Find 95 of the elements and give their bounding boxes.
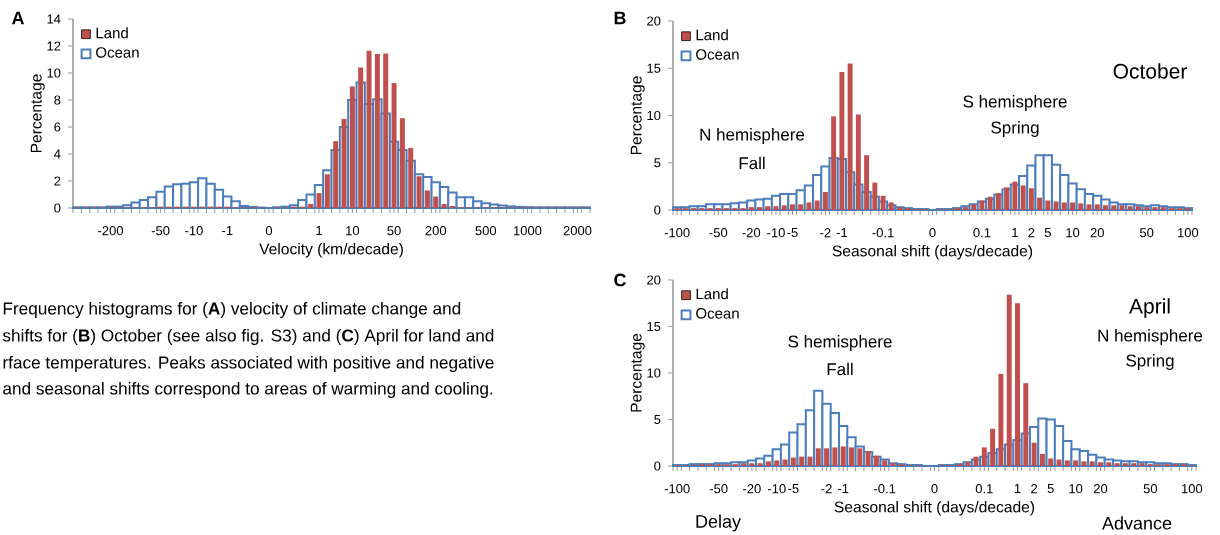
y-tick-label: 4 bbox=[54, 149, 61, 159]
text: Delay bbox=[696, 514, 741, 532]
chart-title: B bbox=[614, 11, 626, 25]
annotation: Spring bbox=[1126, 354, 1174, 370]
y-tick-label: 0 bbox=[54, 203, 61, 213]
y-tick-label: 0 bbox=[654, 461, 661, 471]
y-axis-title: Percentage bbox=[30, 74, 45, 153]
x-tick-label: 2 bbox=[1028, 228, 1035, 238]
text: rface temperatures. Peaks associated with positive and negative bbox=[3, 355, 494, 373]
x-tick-label: 0.1 bbox=[975, 484, 993, 494]
y-tick-label: 5 bbox=[654, 158, 661, 168]
x-tick-label: -0.1 bbox=[872, 228, 894, 238]
x-tick-label: -10 bbox=[767, 484, 786, 494]
y-tick-label: 8 bbox=[54, 95, 61, 105]
x-tick-label: -100 bbox=[664, 228, 690, 238]
x-tick-label: 1 bbox=[1012, 228, 1018, 237]
x-axis-title: Seasonal shift (days/decade) bbox=[834, 501, 1035, 516]
x-tick-label: -5 bbox=[788, 484, 799, 494]
x-tick-label: -20 bbox=[742, 228, 761, 238]
x-tick-label: -0.1 bbox=[874, 484, 896, 494]
legend-label: Land bbox=[96, 27, 128, 39]
x-tick-label: 200 bbox=[425, 226, 447, 236]
y-tick-label: 15 bbox=[647, 63, 661, 73]
annotation: Spring bbox=[991, 121, 1039, 137]
y-axis-title: Percentage bbox=[630, 76, 645, 155]
x-tick-label: 5 bbox=[1044, 228, 1051, 238]
x-tick-label: -2 bbox=[820, 228, 831, 238]
y-tick-label: 20 bbox=[647, 16, 661, 26]
y-tick-label: 0 bbox=[654, 205, 661, 215]
y-tick-label: 2 bbox=[54, 176, 61, 186]
x-tick-label: 0 bbox=[265, 226, 273, 236]
x-tick-label: 100 bbox=[1178, 228, 1199, 238]
x-tick-label: -200 bbox=[98, 226, 124, 236]
annotation: S hemisphere bbox=[963, 95, 1067, 111]
y-tick-label: 5 bbox=[654, 414, 661, 425]
y-tick-label: 6 bbox=[54, 122, 61, 132]
x-tick-label: 500 bbox=[475, 226, 497, 236]
x-tick-label: 2 bbox=[1031, 484, 1038, 494]
y-axis-title: Percentage bbox=[630, 333, 645, 412]
y-tick-label: 10 bbox=[47, 68, 61, 78]
x-tick-label: 100 bbox=[1182, 484, 1203, 494]
y-tick-label: 15 bbox=[647, 321, 661, 332]
chart-title: C bbox=[614, 273, 627, 287]
x-tick-label: 5 bbox=[1047, 484, 1054, 494]
x-tick-label: 20 bbox=[1093, 484, 1108, 494]
x-tick-label: 0 bbox=[929, 228, 936, 238]
x-tick-label: 50 bbox=[1139, 228, 1154, 238]
x-tick-label: 2000 bbox=[563, 226, 592, 236]
annotation: October bbox=[1113, 63, 1187, 79]
x-tick-label: -5 bbox=[787, 228, 798, 238]
x-tick-label: -100 bbox=[664, 484, 690, 494]
x-tick-label: 50 bbox=[1143, 484, 1158, 494]
text: shifts for (B) October (see also fig. S3) and (C) April for land and bbox=[2, 328, 494, 346]
text: Frequency histograms for (A) velocity of climate change and bbox=[3, 301, 461, 319]
x-axis-title: Velocity (km/decade) bbox=[259, 243, 403, 258]
legend-label: Ocean bbox=[696, 308, 739, 319]
x-tick-label: 10 bbox=[346, 226, 360, 236]
x-tick-label: 50 bbox=[387, 226, 401, 236]
x-tick-label: 0 bbox=[931, 484, 938, 494]
x-tick-label: 10 bbox=[1066, 228, 1080, 238]
x-tick-label: 1 bbox=[316, 226, 322, 235]
x-axis-title: Seasonal shift (days/decade) bbox=[832, 245, 1033, 260]
text: Advance bbox=[1102, 516, 1172, 530]
chart-title: A bbox=[11, 11, 25, 25]
y-tick-label: 14 bbox=[47, 14, 61, 24]
x-tick-label: -20 bbox=[743, 484, 761, 494]
annotation: N hemisphere bbox=[1098, 329, 1203, 345]
x-tick-label: -2 bbox=[821, 484, 832, 494]
y-tick-label: 10 bbox=[647, 110, 661, 121]
x-tick-label: 20 bbox=[1090, 228, 1104, 238]
y-tick-label: 10 bbox=[647, 368, 661, 378]
x-tick-label: 0.1 bbox=[973, 228, 991, 238]
legend-label: Ocean bbox=[696, 49, 739, 60]
x-tick-label: -10 bbox=[185, 226, 203, 236]
text: and seasonal shifts correspond to areas of warming and cooling. bbox=[3, 381, 493, 399]
x-tick-label: 10 bbox=[1069, 484, 1083, 494]
annotation: April bbox=[1129, 298, 1170, 318]
x-tick-label: 1000 bbox=[514, 226, 542, 236]
y-tick-label: 12 bbox=[47, 41, 61, 51]
x-tick-label: -1 bbox=[837, 484, 849, 493]
legend-label: Ocean bbox=[96, 47, 139, 58]
x-tick-label: 1 bbox=[1014, 484, 1021, 493]
annotation: N hemisphere bbox=[700, 128, 805, 144]
x-tick-label: -50 bbox=[709, 228, 728, 238]
y-tick-label: 20 bbox=[647, 275, 661, 285]
x-tick-label: -50 bbox=[151, 226, 170, 236]
x-tick-label: -10 bbox=[767, 228, 785, 238]
x-tick-label: -50 bbox=[709, 484, 728, 494]
x-tick-label: -1 bbox=[836, 228, 848, 237]
legend-label: Land bbox=[696, 288, 728, 300]
annotation: S hemisphere bbox=[788, 335, 892, 351]
x-tick-label: -1 bbox=[222, 226, 233, 235]
legend-label: Land bbox=[696, 29, 728, 41]
annotation: Fall bbox=[827, 362, 853, 376]
annotation: Fall bbox=[739, 156, 765, 170]
